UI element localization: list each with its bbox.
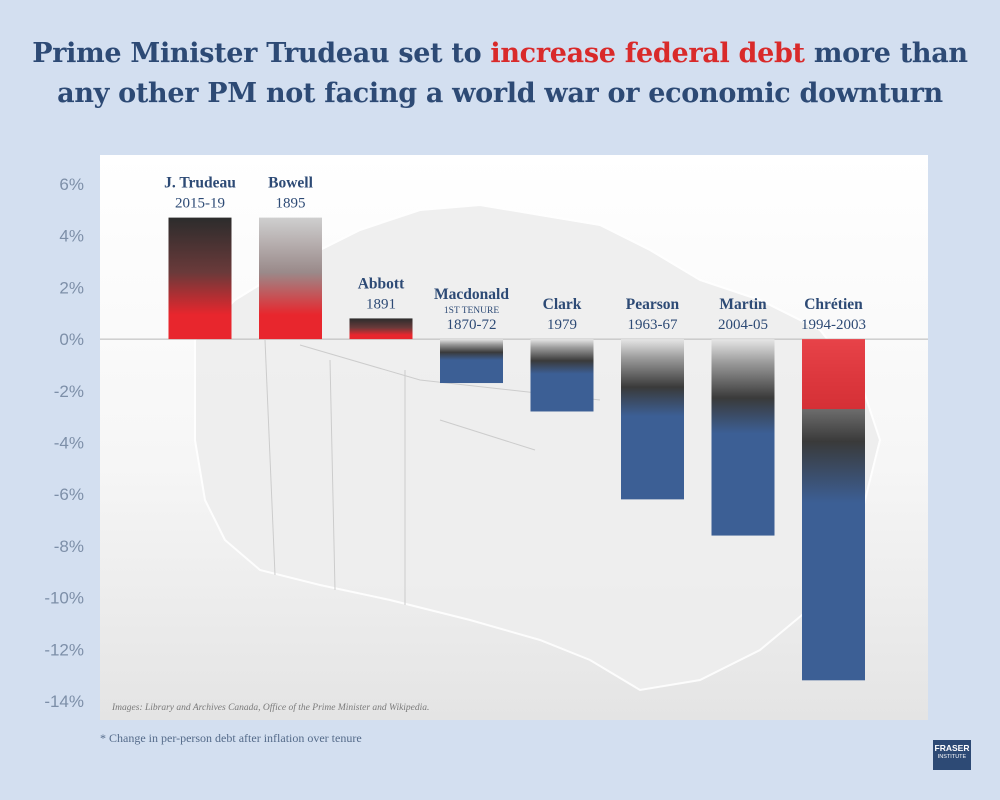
bar-labels: 2015-19 J. Trudeau 1895 Bowell 1891 Abbott 187… <box>164 175 866 333</box>
y-axis: 6% 4% 2% 0% -2% -4% -6% -8% -10% -12% -14% <box>44 175 84 711</box>
y-tick-label: -6% <box>54 485 84 504</box>
bar-tenure-label: 1979 <box>547 317 577 333</box>
y-tick-label: -4% <box>54 434 84 453</box>
y-tick-label: -12% <box>44 640 84 659</box>
bar-name-label: Chrétien <box>804 296 863 313</box>
fraser-institute-logo: FRASER INSTITUTE <box>933 740 971 770</box>
y-tick-label: 2% <box>59 278 84 297</box>
map-borders <box>264 339 601 605</box>
chart-title: Prime Minister Trudeau set to increase f… <box>0 34 1000 114</box>
bar-photo-accent <box>802 339 865 410</box>
bar-tenure-label: 1870-72 <box>447 317 497 333</box>
title-line2: any other PM not facing a world war or e… <box>57 78 943 109</box>
bar-tenure-label: 1963-67 <box>628 317 678 333</box>
title-line1-before: Prime Minister Trudeau set to <box>32 38 491 69</box>
y-tick-label: -8% <box>54 537 84 556</box>
image-credit: Images: Library and Archives Canada, Off… <box>112 703 430 713</box>
bars <box>168 217 865 681</box>
bar-tenure-label: 1994-2003 <box>801 317 866 333</box>
bar-macdonald <box>440 339 503 384</box>
bar-tenure-label: 1891 <box>366 296 396 312</box>
bar-name-label: Pearson <box>626 296 680 313</box>
bar-name-label: Clark <box>543 296 582 313</box>
bar-tenure-label: 1895 <box>276 196 306 212</box>
bar-bowell <box>259 217 322 340</box>
bar-name-label: Abbott <box>358 275 405 292</box>
bar-note-label: 1ST TENURE <box>444 306 500 316</box>
title-line1-after: more than <box>804 38 968 69</box>
y-tick-label: 0% <box>59 330 84 349</box>
bar-name-label: J. Trudeau <box>164 175 236 192</box>
bar-name-label: Macdonald <box>434 286 509 303</box>
bar-pearson <box>621 339 684 500</box>
bar-martin <box>711 339 775 536</box>
y-tick-label: -10% <box>44 589 84 608</box>
y-tick-label: -14% <box>44 692 84 711</box>
bar-name-label: Martin <box>719 296 767 313</box>
logo-line2: INSTITUTE <box>937 754 967 760</box>
logo-line1: FRASER <box>934 743 970 753</box>
footnote: * Change in per-person debt after inflat… <box>100 731 362 745</box>
bar-clark <box>530 339 594 412</box>
bar-tenure-label: 2004-05 <box>718 317 768 333</box>
y-tick-label: 6% <box>59 175 84 194</box>
title-highlight: increase federal debt <box>490 38 805 69</box>
bar-abbott <box>349 318 413 340</box>
y-tick-label: -2% <box>54 382 84 401</box>
bar-name-label: Bowell <box>268 175 313 192</box>
bar-tenure-label: 2015-19 <box>175 196 225 212</box>
y-tick-label: 4% <box>59 227 84 246</box>
bar-j-trudeau <box>168 217 232 340</box>
